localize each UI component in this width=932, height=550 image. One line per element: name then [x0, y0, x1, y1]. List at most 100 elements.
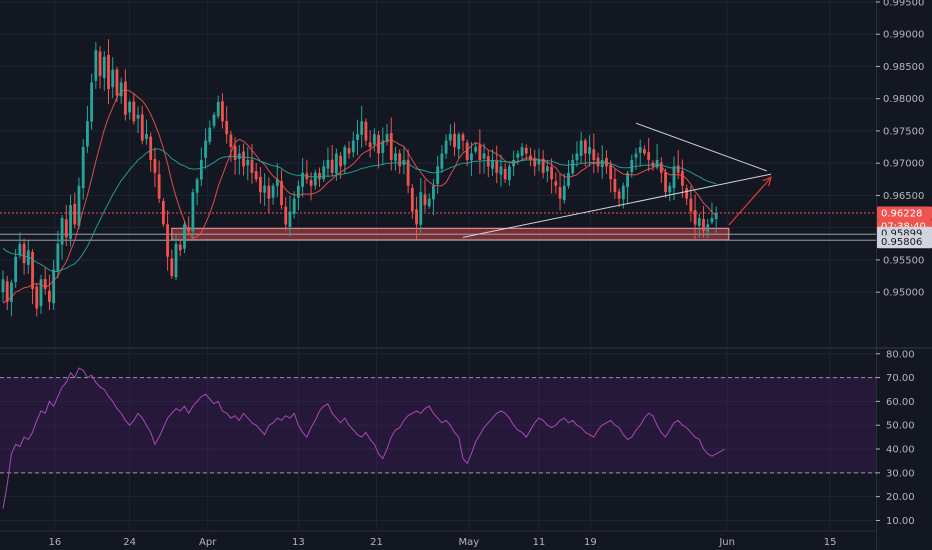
candle-body [115, 69, 119, 96]
moving-average-0 [2, 89, 717, 304]
candle-body [318, 172, 321, 180]
x-tick-label: 15 [824, 537, 837, 548]
candle-body [187, 227, 191, 231]
candle-body [672, 166, 676, 189]
candle-body [592, 149, 596, 160]
candle-body [567, 172, 570, 186]
candle-body [356, 134, 359, 140]
candle-body [64, 219, 68, 238]
candle-body [145, 134, 148, 140]
candle-body [508, 166, 511, 181]
candle-body [119, 82, 123, 97]
candle-body [267, 185, 271, 199]
candle-body [545, 166, 549, 172]
rsi-tick-label: 40.00 [886, 445, 915, 456]
trendline-0 [462, 173, 772, 238]
rsi-tick-label: 20.00 [886, 492, 915, 503]
candles [1, 39, 718, 317]
candle-body [161, 201, 165, 225]
y-tick-label: 0.99500 [883, 0, 924, 8]
candle-body [537, 159, 541, 165]
candle-body [554, 181, 558, 186]
candle-body [533, 158, 537, 167]
candle-body [322, 166, 326, 180]
candle-body [94, 50, 98, 81]
candle-body [419, 192, 423, 225]
candle-body [461, 134, 465, 141]
candle-body [297, 185, 300, 198]
x-tick-label: Apr [199, 537, 217, 548]
x-tick-label: May [459, 537, 480, 548]
candle-body [153, 158, 157, 173]
candle-body [77, 185, 81, 226]
candle-body [183, 224, 186, 249]
candle-body [212, 114, 216, 126]
arrow-head [762, 176, 772, 187]
price-badge-label: 0.96228 [881, 208, 922, 219]
candle-body [90, 82, 94, 122]
candle-body [432, 185, 435, 200]
candle-body [676, 165, 680, 173]
x-tick-label: 24 [123, 537, 136, 548]
candle-body [275, 179, 279, 186]
candle-body [259, 176, 262, 193]
candle-body [491, 159, 494, 169]
candle-body [313, 172, 317, 186]
candle-body [697, 218, 701, 226]
candle-body [73, 203, 77, 225]
candle-body [330, 159, 334, 173]
candle-body [385, 134, 389, 142]
candle-body [482, 153, 486, 159]
candle-body [242, 151, 245, 167]
candle-body [638, 147, 642, 153]
candle-body [123, 81, 127, 115]
candle-body [1, 279, 5, 293]
candle-body [626, 172, 629, 188]
candle-body [613, 178, 617, 193]
candle-body [647, 152, 651, 160]
candle-body [381, 140, 385, 153]
candle-body [288, 211, 292, 227]
candle-body [470, 153, 473, 161]
rsi-tick-label: 50.00 [886, 421, 915, 432]
candle-body [579, 140, 583, 156]
trendline-1 [635, 122, 767, 172]
candle-body [263, 185, 267, 193]
candle-body [609, 164, 613, 180]
candle-body [706, 224, 710, 232]
candle-body [166, 224, 169, 257]
candle-body [229, 134, 233, 148]
candle-body [457, 134, 461, 150]
rsi-tick-label: 60.00 [886, 397, 915, 408]
candle-body [178, 244, 182, 251]
candle-body [415, 209, 418, 225]
candle-body [495, 160, 499, 173]
candle-body [26, 250, 30, 265]
candle-body [398, 153, 402, 167]
candle-body [617, 191, 621, 199]
y-tick-label: 0.99000 [883, 30, 924, 41]
candle-body [372, 134, 376, 145]
candle-body [347, 148, 351, 154]
candle-body [389, 133, 393, 160]
x-tick-label: 21 [370, 537, 383, 548]
candle-body [714, 212, 718, 219]
price-badge-label: 0.95806 [881, 237, 922, 248]
candle-body [128, 101, 131, 113]
candle-body [136, 114, 140, 119]
candle-body [254, 171, 258, 180]
rsi-tick-label: 70.00 [886, 373, 915, 384]
candle-body [655, 159, 659, 168]
candle-body [149, 136, 153, 160]
candle-body [710, 218, 714, 223]
candle-body [56, 243, 60, 272]
candle-body [499, 166, 503, 175]
candle-body [406, 159, 410, 186]
candle-body [174, 243, 178, 278]
candle-body [5, 281, 9, 302]
candle-body [199, 159, 203, 180]
candle-body [621, 185, 625, 200]
candle-body [394, 153, 397, 161]
candle-body [250, 159, 254, 173]
candle-body [81, 147, 85, 189]
